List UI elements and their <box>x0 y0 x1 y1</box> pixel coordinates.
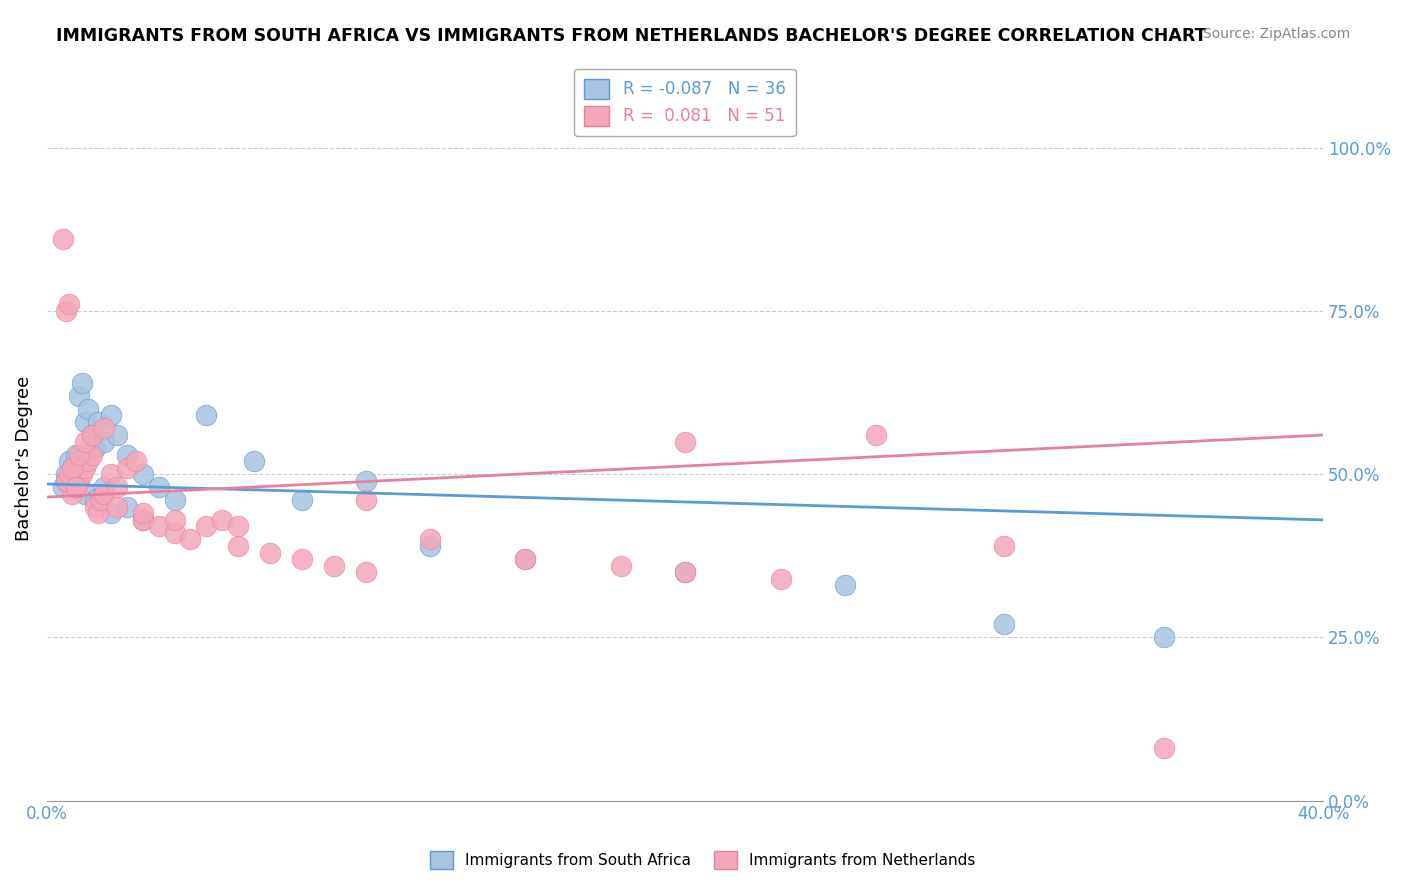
Point <box>75 434 97 449</box>
Point <box>228 539 250 553</box>
Point <box>515 552 537 566</box>
Point <box>55 474 77 488</box>
Point <box>70 467 93 482</box>
Point <box>125 454 148 468</box>
Point <box>243 454 266 468</box>
Point <box>115 460 138 475</box>
Point <box>100 409 122 423</box>
Point <box>673 565 696 579</box>
Y-axis label: Bachelor's Degree: Bachelor's Degree <box>15 376 32 541</box>
Text: Source: ZipAtlas.com: Source: ZipAtlas.com <box>1202 27 1350 41</box>
Point <box>83 441 105 455</box>
Point <box>62 460 84 475</box>
Point <box>100 507 122 521</box>
Point <box>52 480 75 494</box>
Legend: R = -0.087   N = 36, R =  0.081   N = 51: R = -0.087 N = 36, R = 0.081 N = 51 <box>575 69 796 136</box>
Point <box>163 493 186 508</box>
Point <box>179 533 201 547</box>
Point <box>77 454 100 468</box>
Point <box>993 617 1015 632</box>
Point <box>291 552 314 566</box>
Point <box>291 493 314 508</box>
Point <box>80 428 103 442</box>
Point <box>354 474 377 488</box>
Point <box>148 519 170 533</box>
Point <box>259 545 281 559</box>
Point <box>195 519 218 533</box>
Point <box>77 401 100 416</box>
Point <box>354 493 377 508</box>
Point <box>323 558 346 573</box>
Point <box>75 487 97 501</box>
Point <box>610 558 633 573</box>
Point <box>865 428 887 442</box>
Point <box>67 389 90 403</box>
Point <box>834 578 856 592</box>
Point <box>80 428 103 442</box>
Point <box>163 525 186 540</box>
Point <box>75 415 97 429</box>
Point <box>80 448 103 462</box>
Point <box>131 513 153 527</box>
Point <box>70 376 93 390</box>
Point <box>131 467 153 482</box>
Point <box>58 297 80 311</box>
Point <box>1153 631 1175 645</box>
Point <box>105 428 128 442</box>
Legend: Immigrants from South Africa, Immigrants from Netherlands: Immigrants from South Africa, Immigrants… <box>425 845 981 875</box>
Point <box>105 500 128 514</box>
Point <box>55 467 77 482</box>
Point <box>67 474 90 488</box>
Point <box>673 434 696 449</box>
Point <box>58 467 80 482</box>
Point <box>93 487 115 501</box>
Point <box>65 480 87 494</box>
Point <box>90 493 112 508</box>
Point <box>115 448 138 462</box>
Point <box>354 565 377 579</box>
Text: IMMIGRANTS FROM SOUTH AFRICA VS IMMIGRANTS FROM NETHERLANDS BACHELOR'S DEGREE CO: IMMIGRANTS FROM SOUTH AFRICA VS IMMIGRAN… <box>56 27 1206 45</box>
Point <box>105 480 128 494</box>
Point <box>62 460 84 475</box>
Point <box>131 507 153 521</box>
Point <box>83 493 105 508</box>
Point <box>228 519 250 533</box>
Point <box>87 507 110 521</box>
Point <box>419 539 441 553</box>
Point <box>163 513 186 527</box>
Point <box>115 500 138 514</box>
Point <box>62 487 84 501</box>
Point <box>83 500 105 514</box>
Point <box>1153 741 1175 756</box>
Point <box>55 474 77 488</box>
Point <box>67 448 90 462</box>
Point <box>93 480 115 494</box>
Point <box>515 552 537 566</box>
Point <box>131 513 153 527</box>
Point <box>100 467 122 482</box>
Point <box>195 409 218 423</box>
Point <box>419 533 441 547</box>
Point <box>55 304 77 318</box>
Point <box>93 421 115 435</box>
Point <box>65 480 87 494</box>
Point <box>769 572 792 586</box>
Point <box>52 232 75 246</box>
Point <box>58 454 80 468</box>
Point <box>87 415 110 429</box>
Point <box>65 448 87 462</box>
Point <box>211 513 233 527</box>
Point <box>75 460 97 475</box>
Point <box>993 539 1015 553</box>
Point <box>673 565 696 579</box>
Point <box>93 434 115 449</box>
Point <box>148 480 170 494</box>
